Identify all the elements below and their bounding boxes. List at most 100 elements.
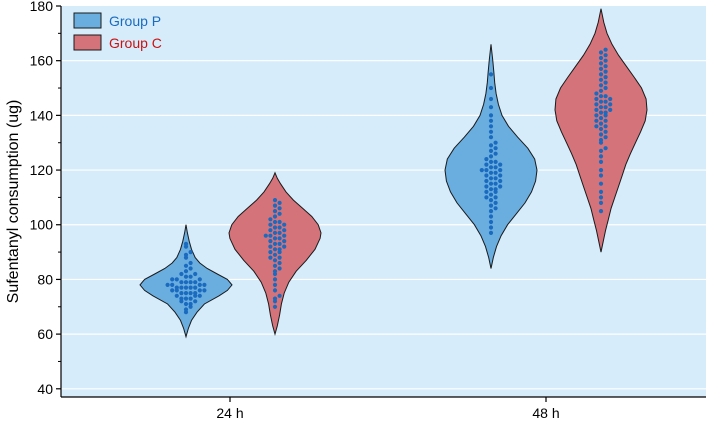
y-axis-title: Sufentanyl consumption (ug) [5, 100, 22, 304]
point-group-c-24h-41 [268, 217, 273, 222]
point-group-c-24h-2 [272, 296, 278, 301]
point-group-p-24h-33 [193, 280, 198, 285]
point-group-c-24h-26 [272, 236, 278, 241]
point-group-p-24h-49 [183, 241, 189, 246]
point-group-p-48h-5 [493, 206, 498, 211]
point-group-p-24h-16 [193, 291, 198, 296]
point-group-c-24h-8 [272, 269, 278, 274]
point-group-c-48h-17 [603, 124, 608, 129]
point-group-c-48h-3 [598, 189, 604, 194]
y-tick-label-120: 120 [30, 162, 54, 178]
point-group-c-48h-36 [608, 96, 613, 102]
y-tick-label-100: 100 [30, 217, 54, 233]
point-group-p-48h-27 [493, 170, 498, 175]
point-group-p-24h-44 [188, 260, 193, 266]
point-group-c-24h-45 [277, 206, 282, 211]
point-group-p-48h-42 [488, 143, 494, 148]
point-group-c-48h-22 [598, 116, 604, 121]
point-group-p-48h-50 [488, 96, 494, 102]
point-group-c-48h-54 [598, 50, 604, 55]
point-group-c-48h-6 [598, 168, 604, 173]
point-group-c-48h-47 [603, 69, 608, 74]
point-group-p-48h-35 [488, 159, 494, 164]
point-group-c-48h-34 [603, 99, 608, 104]
point-group-p-24h-29 [165, 282, 170, 287]
point-group-c-48h-37 [598, 94, 604, 99]
legend-label-group-p: Group P [109, 13, 161, 29]
point-group-c-24h-15 [272, 252, 278, 257]
point-group-c-24h-0 [272, 304, 278, 309]
point-group-p-48h-21 [498, 178, 503, 184]
point-group-p-48h-37 [484, 157, 489, 162]
point-group-p-24h-11 [174, 293, 179, 298]
point-group-c-24h-20 [268, 244, 273, 249]
point-group-p-24h-7 [183, 296, 189, 301]
point-group-p-24h-3 [183, 301, 189, 307]
point-group-c-24h-36 [277, 225, 282, 230]
point-group-p-48h-46 [488, 124, 494, 129]
point-group-c-24h-28 [268, 233, 273, 238]
point-group-p-48h-44 [488, 135, 494, 140]
point-group-c-48h-33 [598, 99, 604, 104]
point-group-c-48h-48 [598, 66, 604, 71]
point-group-c-24h-31 [272, 230, 278, 235]
x-tick-label-48h: 48 h [532, 405, 559, 421]
point-group-p-48h-41 [493, 146, 498, 151]
point-group-c-48h-41 [603, 85, 608, 91]
point-group-c-48h-8 [598, 154, 604, 159]
point-group-p-24h-47 [188, 250, 193, 255]
y-tick-label-160: 160 [30, 53, 54, 69]
point-group-p-48h-28 [484, 168, 489, 173]
point-group-c-48h-12 [598, 137, 604, 143]
point-group-p-48h-0 [488, 230, 494, 235]
y-tick-label-140: 140 [30, 107, 54, 123]
point-group-c-48h-29 [598, 105, 604, 110]
point-group-p-24h-34 [174, 277, 179, 282]
point-group-c-48h-9 [598, 148, 604, 153]
point-group-p-24h-27 [170, 282, 175, 287]
point-group-c-48h-44 [598, 77, 604, 82]
point-group-p-48h-13 [484, 189, 489, 194]
point-group-p-24h-12 [197, 293, 202, 298]
point-group-c-48h-38 [603, 94, 608, 99]
point-group-c-24h-21 [282, 244, 287, 249]
point-group-p-48h-45 [488, 129, 494, 134]
point-group-c-48h-4 [598, 181, 604, 186]
point-group-c-48h-1 [598, 200, 604, 205]
point-group-p-48h-17 [498, 184, 503, 189]
y-tick-label-80: 80 [37, 271, 53, 287]
point-group-p-48h-16 [484, 184, 489, 189]
point-group-p-48h-18 [488, 181, 494, 186]
point-group-c-24h-33 [268, 228, 273, 233]
point-group-c-48h-28 [608, 107, 613, 112]
point-group-c-24h-25 [282, 239, 287, 244]
point-group-c-48h-25 [598, 110, 604, 115]
point-group-c-24h-48 [272, 198, 278, 203]
point-group-p-48h-10 [484, 195, 489, 200]
point-group-c-48h-7 [598, 159, 604, 164]
point-group-p-24h-40 [193, 271, 198, 277]
point-group-p-48h-24 [484, 173, 489, 178]
point-group-c-48h-30 [603, 105, 608, 110]
point-group-c-24h-11 [277, 260, 282, 266]
point-group-c-48h-51 [603, 58, 608, 63]
point-group-p-48h-43 [493, 140, 498, 145]
point-group-p-48h-6 [488, 203, 494, 208]
point-group-c-24h-9 [277, 266, 282, 271]
point-group-c-24h-18 [272, 247, 278, 252]
point-group-c-48h-10 [603, 146, 608, 151]
point-group-p-24h-38 [188, 274, 193, 279]
point-group-p-48h-51 [488, 85, 494, 91]
point-group-p-24h-8 [188, 296, 193, 301]
point-group-p-48h-8 [488, 198, 494, 203]
point-group-c-24h-5 [272, 282, 278, 287]
point-group-c-48h-2 [598, 195, 604, 200]
point-group-c-24h-39 [272, 219, 278, 225]
point-group-c-24h-27 [277, 236, 282, 241]
point-group-c-24h-44 [272, 209, 278, 214]
data-points [165, 47, 613, 315]
point-group-p-48h-38 [488, 154, 494, 159]
point-group-c-48h-42 [598, 83, 604, 88]
point-group-c-24h-47 [277, 200, 282, 205]
point-group-p-24h-28 [202, 282, 207, 287]
